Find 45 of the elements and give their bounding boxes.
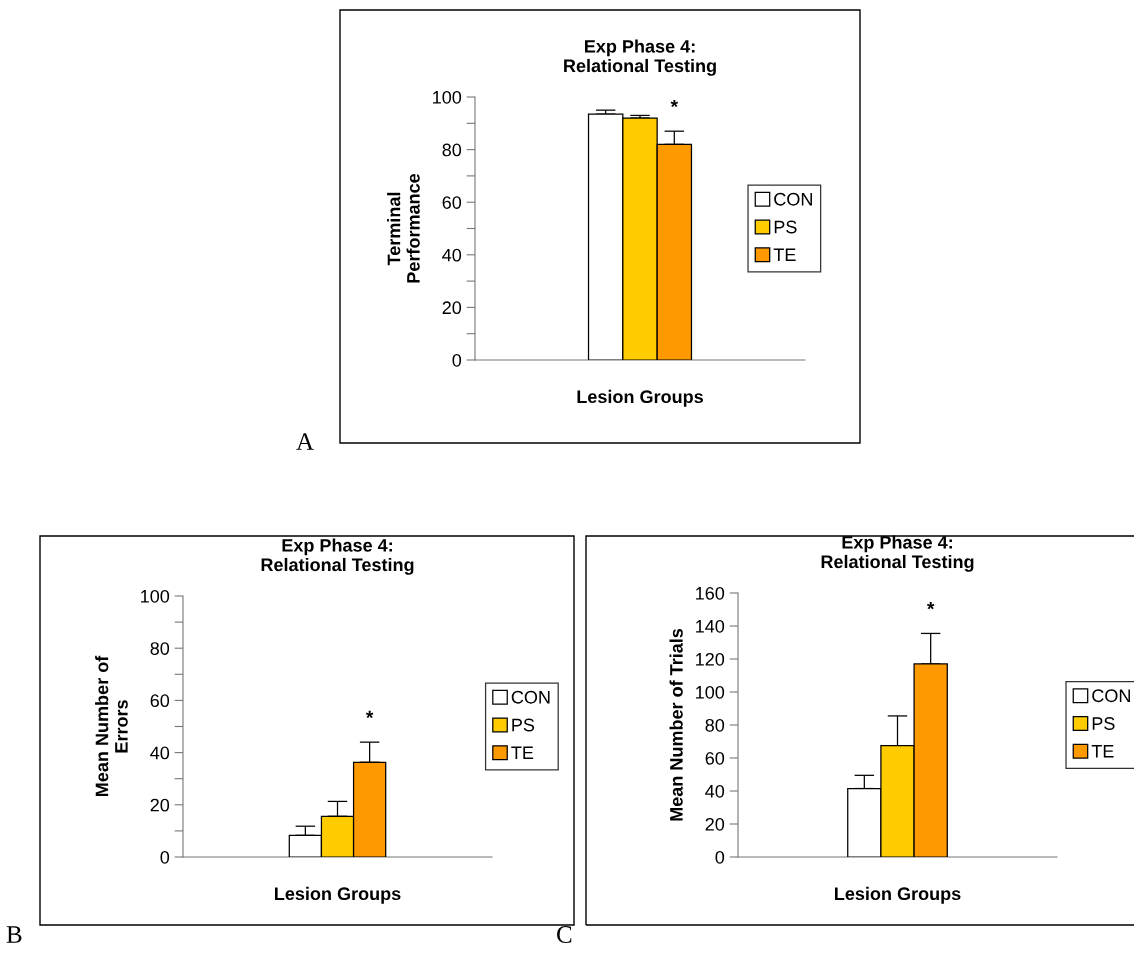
y-tick-label: 20 (442, 301, 462, 315)
y-tick-label: 40 (442, 248, 462, 262)
legend-label: TE (773, 248, 796, 261)
chart-title: Exp Phase 4: Relational Testing (821, 535, 974, 572)
legend-label: CON (1092, 689, 1130, 703)
data-label: * (926, 602, 935, 610)
y-tick-label: 80 (150, 642, 170, 655)
y-tick-label: 160 (696, 586, 725, 600)
y-tick-label: 0 (452, 353, 462, 367)
y-tick-label: 0 (715, 850, 725, 864)
y-tick-label: 0 (160, 850, 170, 864)
chart-title: Exp Phase 4: Relational Testing (261, 538, 414, 575)
text: A (296, 433, 314, 450)
legend-label: PS (774, 220, 797, 234)
y-tick-label: 80 (705, 718, 725, 732)
text: C (557, 926, 572, 943)
y-axis-title: Mean Number of Errors (95, 655, 128, 797)
y-tick-label: 100 (141, 589, 170, 603)
y-tick-label: 120 (696, 652, 725, 666)
legend-label: PS (1092, 717, 1115, 730)
y-tick-label: 20 (150, 798, 170, 812)
x-axis-title: Lesion Groups (275, 886, 401, 904)
y-tick-label: 80 (442, 143, 462, 157)
y-axis-title: Terminal Performance (387, 173, 420, 283)
text: B (6, 926, 22, 943)
legend-label: CON (511, 690, 550, 704)
y-tick-label: 60 (705, 751, 725, 765)
legend-label: TE (511, 746, 534, 759)
y-tick-label: 60 (442, 196, 462, 209)
y-tick-label: 60 (150, 694, 170, 708)
y-tick-label: 140 (696, 619, 725, 633)
x-axis-title: Lesion Groups (577, 389, 703, 407)
y-tick-label: 100 (696, 685, 725, 699)
legend-label: PS (512, 718, 535, 732)
data-label: * (670, 99, 679, 108)
y-tick-label: 100 (433, 90, 462, 104)
y-tick-label: 40 (150, 746, 170, 760)
y-tick-label: 20 (705, 817, 725, 831)
chart-title: Exp Phase 4: Relational Testing (564, 39, 716, 76)
y-tick-label: 40 (705, 784, 725, 798)
data-label: * (365, 710, 374, 719)
x-axis-title: Lesion Groups (835, 886, 961, 904)
legend-label: TE (1091, 745, 1114, 758)
y-axis-title: Mean Number of Trials (669, 628, 683, 821)
legend-label: CON (774, 192, 812, 206)
